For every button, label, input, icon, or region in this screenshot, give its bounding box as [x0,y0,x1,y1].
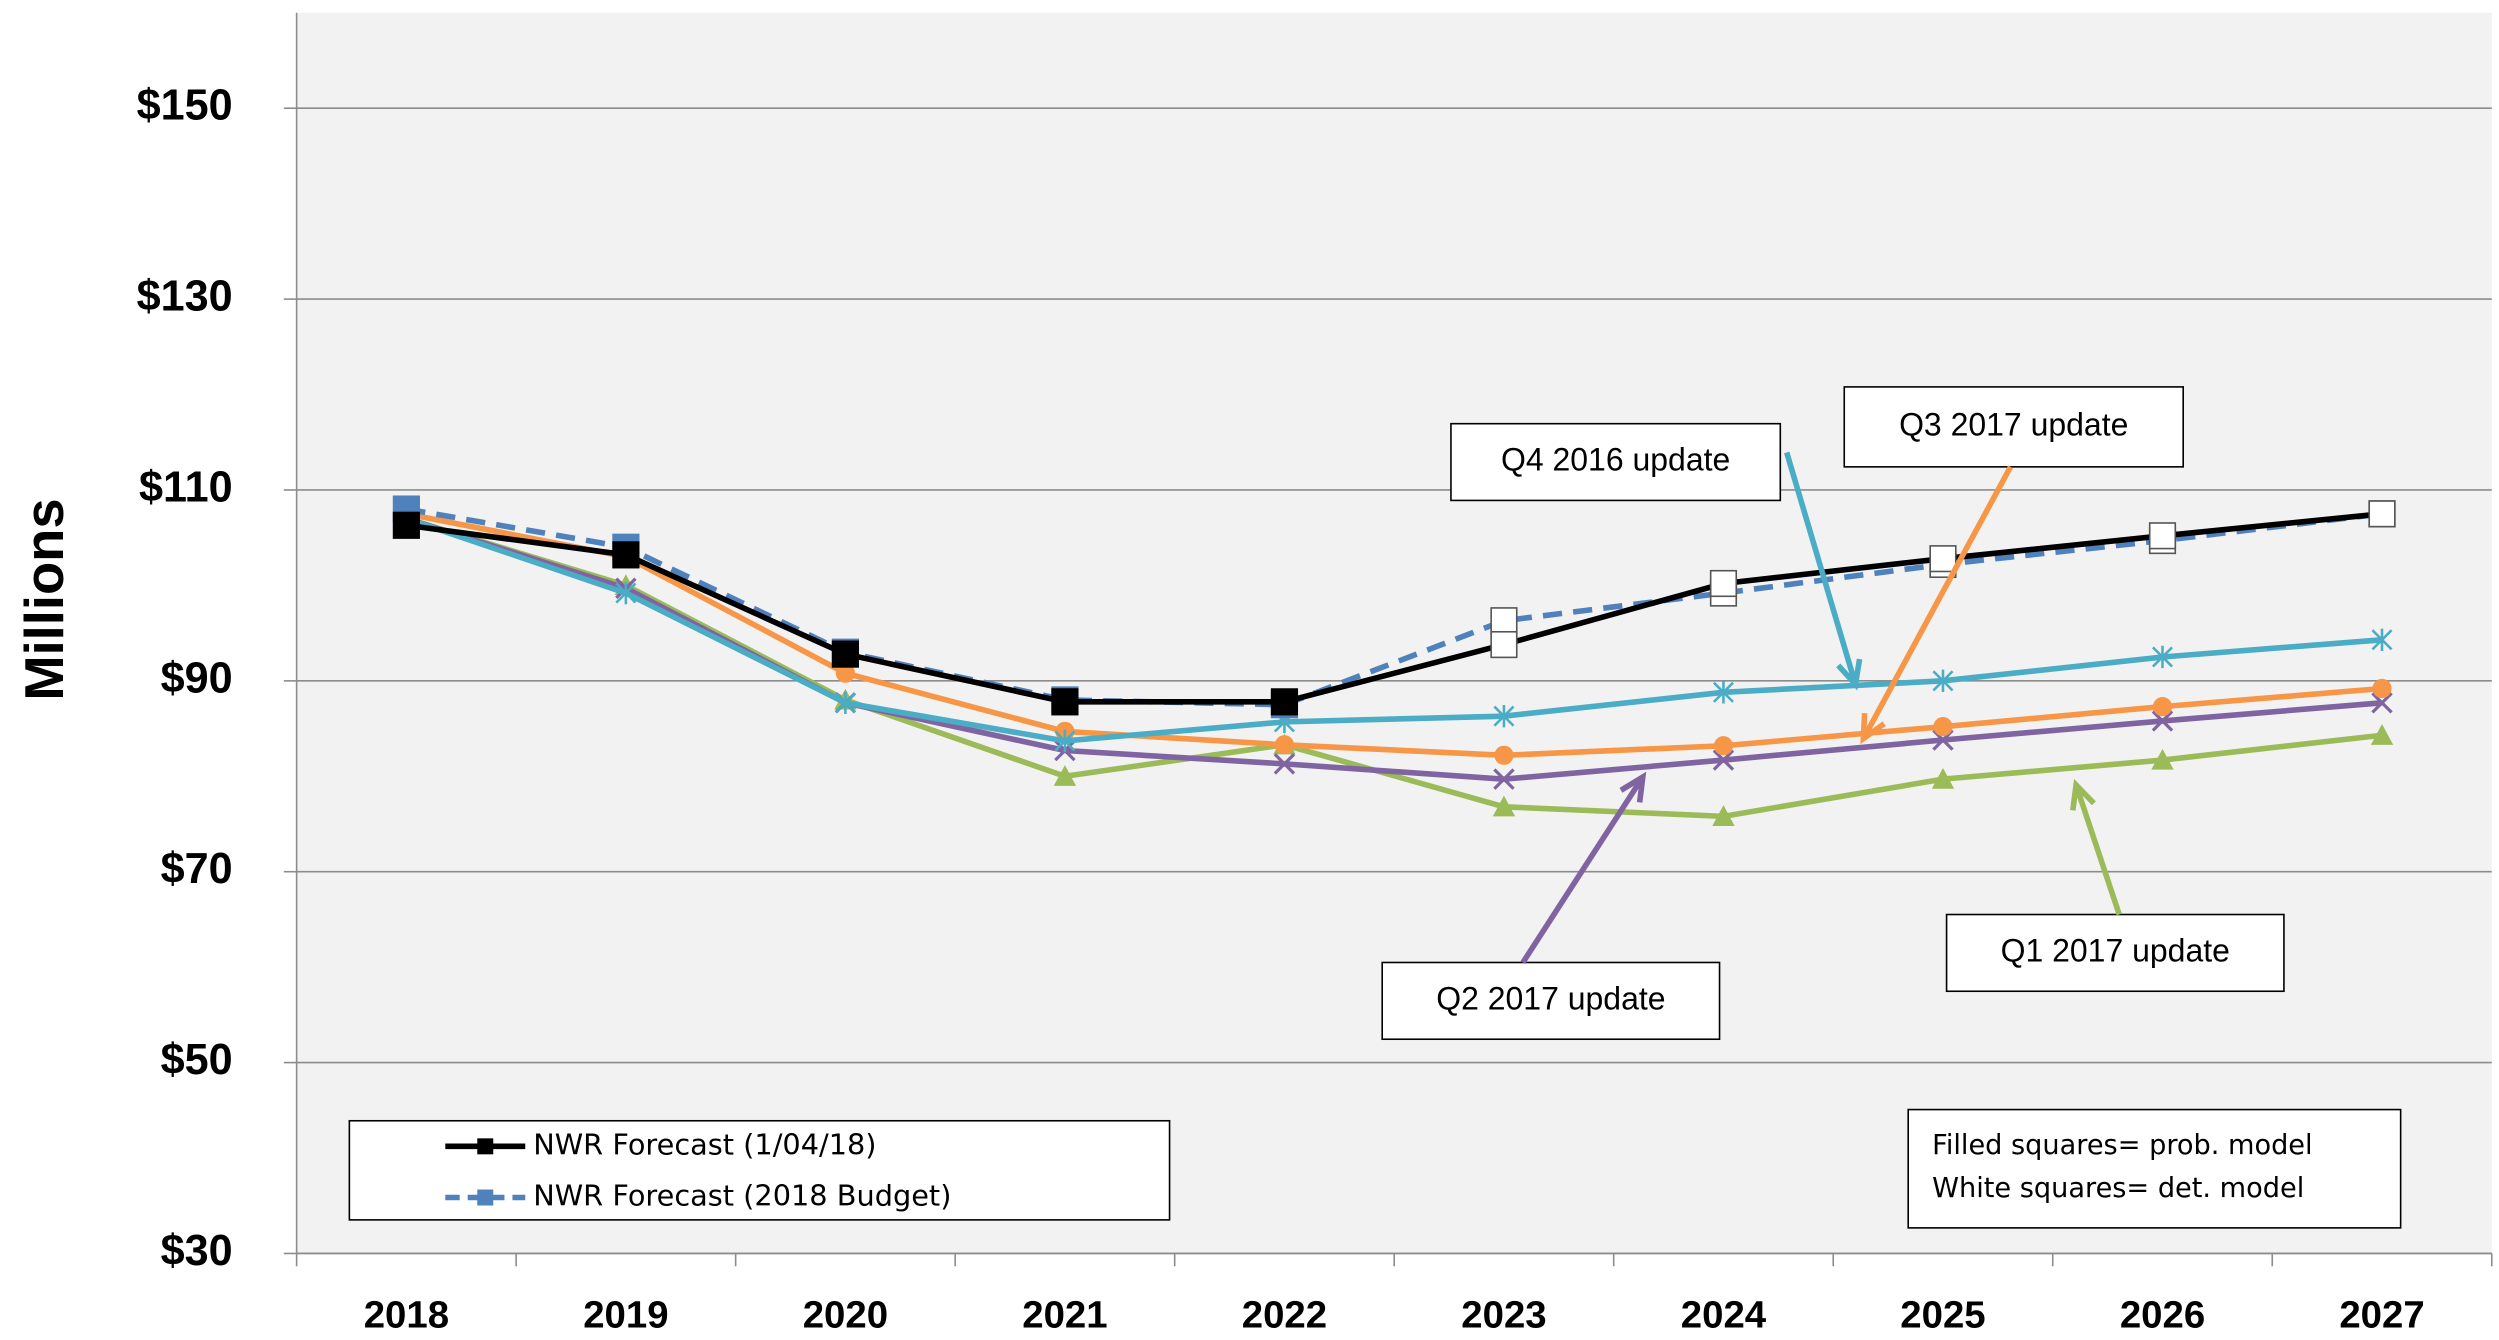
marker [1053,765,1077,786]
y-tick-label: $50 [161,1036,233,1084]
series-line [405,515,2383,744]
marker [1273,753,1296,775]
marker [612,541,640,569]
marker [2371,692,2393,714]
note-text: White squares= det. model [1932,1173,2304,1204]
series-line [405,511,2383,759]
marker [835,663,855,683]
y-tick-label: $150 [137,82,233,130]
x-tick-label: 2020 [803,1294,888,1335]
callout-arrow [1784,451,1859,686]
callout-label: Q4 2016 update [1501,441,1730,477]
callout-box [1843,386,2184,468]
legend-label: NWR Forecast (1/04/18) [533,1127,876,1161]
legend-marker [477,1138,494,1155]
callout-arrowhead [1836,658,1863,691]
marker [1931,767,1955,789]
marker [615,581,637,605]
y-tick-label: $30 [161,1227,233,1275]
callout-label: Q1 2017 update [2001,932,2230,968]
marker [1712,681,1734,704]
marker [1929,545,1957,573]
marker [2152,697,2173,717]
y-tick-label: $90 [161,654,233,702]
marker [2151,645,2173,669]
y-tick-label: $130 [137,273,233,321]
callout-box [1945,913,2285,993]
note-box [1907,1108,2402,1229]
marker [2148,522,2177,550]
y-tick-label: $110 [139,463,233,511]
callout-box [1450,422,1782,502]
plot-area [296,12,2492,1254]
marker [1051,688,1079,716]
callout-arrow [2073,784,2122,916]
x-tick-label: 2022 [1242,1294,1327,1335]
marker [2372,678,2392,699]
marker [1494,745,1514,765]
marker [1490,630,1518,659]
x-tick-label: 2019 [583,1294,668,1335]
callout-box [1381,961,1721,1041]
x-tick-label: 2027 [2339,1294,2424,1335]
marker [2368,500,2396,528]
x-tick-label: 2024 [1681,1294,1767,1335]
callout-label: Q2 2017 update [1436,980,1665,1016]
marker [2370,724,2394,745]
y-tick-label: $70 [161,845,233,893]
callout-arrowhead [1860,712,1886,745]
marker [1054,729,1076,753]
callout-arrowhead [1619,771,1647,803]
marker [1490,607,1518,635]
legend: NWR Forecast (1/04/18) NWR Forecast (2018… [348,1119,1171,1221]
marker [1274,735,1295,755]
callout-label: Q3 2017 update [1899,406,2128,442]
callout-arrowhead [2070,778,2096,811]
marker [2371,628,2393,651]
x-tick-label: 2018 [364,1294,449,1335]
marker [1933,717,1953,737]
note-text: Filled squares= prob. model [1932,1130,2312,1161]
callout-arrow [1860,465,2013,740]
marker [1270,688,1299,716]
legend-label: NWR Forecast (2018 Budget) [533,1179,951,1213]
x-tick-label: 2023 [1461,1294,1546,1335]
marker [831,640,859,668]
y-axis-label: Millions [14,498,75,700]
marker [1712,805,1735,826]
marker [1709,569,1738,598]
series-line [405,506,2383,708]
legend-marker [477,1189,494,1206]
marker [1932,669,1954,693]
marker [2151,748,2174,770]
marker [1492,795,1516,817]
marker [1713,736,1734,756]
callout-arrow [1520,775,1646,964]
marker [2151,710,2174,732]
x-tick-label: 2026 [2120,1294,2205,1335]
marker [1493,704,1515,728]
marker [1712,749,1735,771]
marker [1493,768,1515,790]
x-tick-label: 2025 [1900,1294,1985,1335]
x-tick-label: 2021 [1022,1294,1107,1335]
marker [392,511,420,539]
marker [834,691,856,714]
series-line [405,511,2383,705]
